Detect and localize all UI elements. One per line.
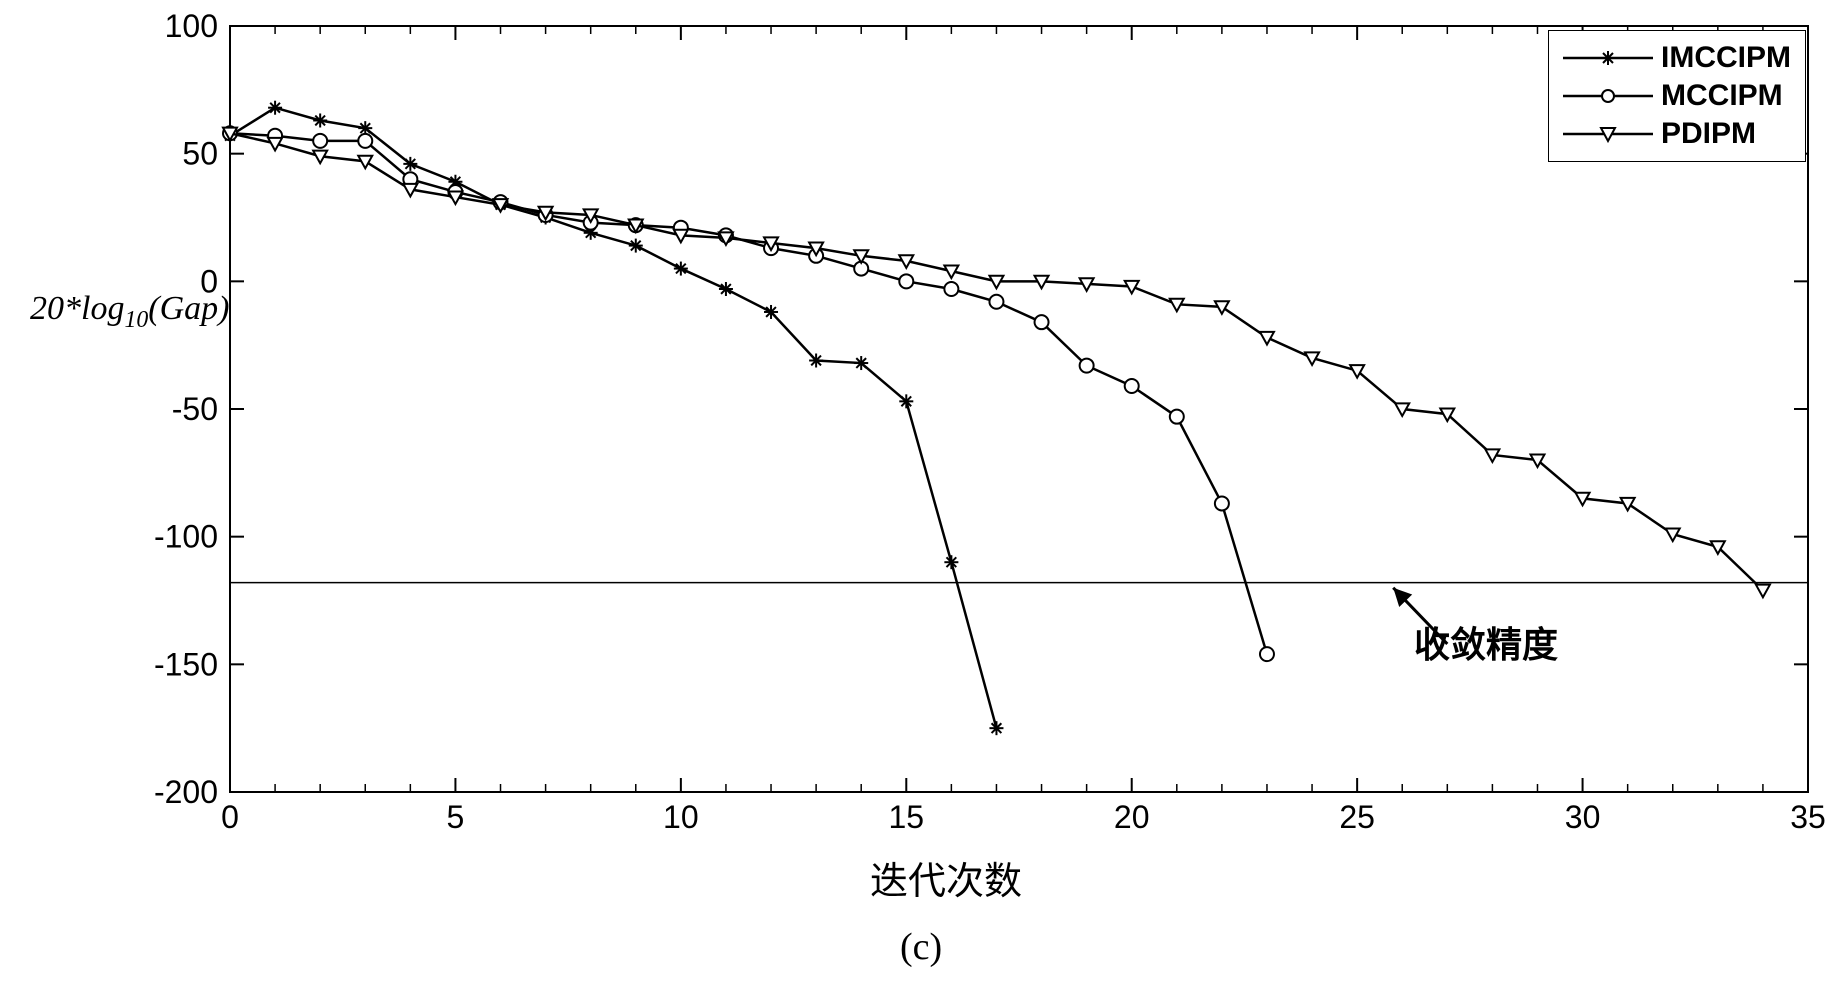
svg-text:5: 5 (447, 799, 465, 835)
svg-text:-150: -150 (154, 646, 218, 682)
legend-label: IMCCIPM (1661, 41, 1791, 75)
y-axis-label: 20*log10(Gap) (30, 290, 229, 334)
chart-container: 05101520253035-200-150-100-50050100 20*l… (0, 0, 1848, 984)
svg-text:-200: -200 (154, 774, 218, 810)
svg-text:0: 0 (221, 799, 239, 835)
x-axis-label: 迭代次数 (870, 850, 1022, 905)
legend-item-imccipm: IMCCIPM (1563, 39, 1791, 77)
svg-text:-100: -100 (154, 519, 218, 555)
convergence-annotation: 收敛精度 (1414, 616, 1558, 668)
sub-caption: (c) (900, 925, 942, 969)
svg-text:100: 100 (165, 8, 218, 44)
legend-item-mccipm: MCCIPM (1563, 77, 1791, 115)
legend-item-pdipm: PDIPM (1563, 115, 1791, 153)
svg-text:20: 20 (1114, 799, 1150, 835)
svg-text:35: 35 (1790, 799, 1826, 835)
legend: IMCCIPM MCCIPM PDIPM (1548, 30, 1806, 162)
legend-marker-circle (1563, 81, 1653, 111)
legend-marker-asterisk (1563, 43, 1653, 73)
legend-label: PDIPM (1661, 117, 1756, 151)
svg-text:-50: -50 (172, 391, 218, 427)
svg-text:30: 30 (1565, 799, 1601, 835)
svg-text:50: 50 (182, 136, 218, 172)
svg-text:15: 15 (888, 799, 924, 835)
legend-marker-triangle (1563, 119, 1653, 149)
svg-text:10: 10 (663, 799, 699, 835)
svg-text:25: 25 (1339, 799, 1375, 835)
legend-label: MCCIPM (1661, 79, 1783, 113)
